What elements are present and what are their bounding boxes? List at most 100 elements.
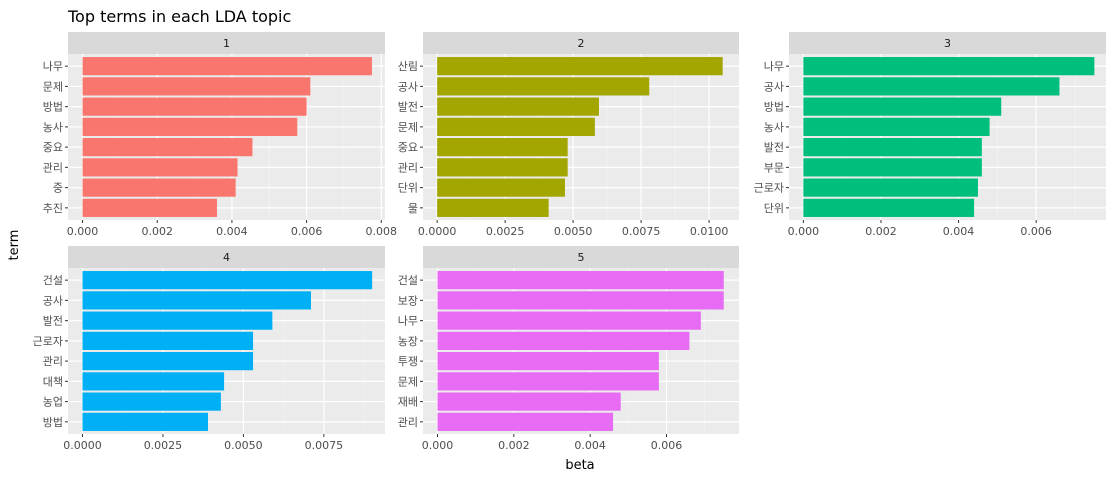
bar-나무 [437, 311, 701, 330]
y-tick-label: 중 [53, 182, 63, 195]
x-tick-label: 0.002 [865, 225, 897, 238]
y-tick-label: 문제 [43, 80, 63, 93]
facet-strip [789, 32, 1106, 54]
y-tick-label: 관리 [398, 161, 418, 174]
y-tick-label: 발전 [43, 315, 63, 328]
x-tick-label: 0.0025 [144, 439, 183, 452]
x-tick-label: 0.0000 [418, 225, 457, 238]
bar-방법 [803, 97, 1002, 116]
x-tick-label: 0.004 [574, 439, 606, 452]
bar-공사 [82, 291, 311, 310]
y-tick-label: 보장 [398, 294, 418, 307]
bar-나무 [803, 57, 1095, 76]
y-tick-label: 방법 [43, 416, 63, 429]
y-tick-label: 공사 [43, 294, 63, 307]
y-tick-label: 나무 [764, 60, 784, 73]
y-tick-label: 농사 [764, 121, 784, 134]
x-tick-label: 0.008 [366, 225, 398, 238]
facet-strip [68, 32, 385, 54]
x-axis-title: beta [565, 458, 594, 473]
bar-농업 [82, 392, 221, 411]
bar-발전 [803, 138, 982, 157]
y-tick-label: 공사 [764, 80, 784, 93]
y-tick-label: 나무 [398, 315, 418, 328]
facet-strip [423, 246, 739, 268]
x-tick-label: 0.006 [291, 225, 323, 238]
facet-strip-label: 2 [578, 37, 585, 50]
bar-추진 [82, 198, 217, 217]
y-tick-label: 관리 [398, 416, 418, 429]
y-tick-label: 물 [408, 202, 418, 215]
x-tick-label: 0.004 [216, 225, 248, 238]
y-tick-label: 건설 [398, 274, 418, 287]
y-tick-label: 관리 [43, 355, 63, 368]
y-tick-label: 부문 [764, 161, 784, 174]
facet-strip-label: 5 [578, 251, 585, 264]
y-tick-label: 농사 [43, 121, 63, 134]
y-tick-label: 근로자 [754, 182, 784, 195]
y-tick-label: 나무 [43, 60, 63, 73]
facet-strip-label: 3 [944, 37, 951, 50]
y-tick-label: 건설 [43, 274, 63, 287]
bar-공사 [803, 77, 1060, 96]
y-tick-label: 관리 [43, 161, 63, 174]
y-tick-label: 방법 [764, 101, 784, 114]
x-tick-label: 0.006 [651, 439, 683, 452]
bar-중 [82, 178, 236, 197]
x-tick-label: 0.0025 [486, 225, 525, 238]
x-tick-label: 0.002 [498, 439, 530, 452]
bar-방법 [82, 412, 208, 431]
y-axis-title: term [7, 230, 22, 261]
bar-단위 [803, 198, 975, 217]
y-tick-label: 산림 [398, 60, 418, 73]
facet-strip-label: 4 [223, 251, 230, 264]
y-tick-label: 발전 [764, 141, 784, 154]
bar-농사 [82, 117, 298, 136]
x-tick-label: 0.0075 [622, 225, 661, 238]
bar-산림 [437, 57, 723, 76]
bar-보장 [437, 291, 724, 310]
y-tick-label: 투쟁 [398, 355, 418, 368]
bar-관리 [82, 352, 254, 371]
bar-건설 [437, 271, 724, 290]
y-tick-label: 발전 [398, 101, 418, 114]
y-tick-label: 문제 [398, 121, 418, 134]
y-tick-label: 중요 [398, 141, 418, 154]
facet-strip [68, 246, 385, 268]
bar-발전 [82, 311, 273, 330]
bar-관리 [437, 158, 568, 177]
bar-대책 [82, 372, 225, 391]
bar-부문 [803, 158, 982, 177]
y-tick-label: 중요 [43, 141, 63, 154]
bar-문제 [82, 77, 311, 96]
facet-strip-label: 1 [223, 37, 230, 50]
x-tick-label: 0.000 [67, 225, 99, 238]
bar-물 [437, 198, 549, 217]
y-tick-label: 농업 [43, 396, 63, 409]
x-tick-label: 0.002 [141, 225, 173, 238]
chart-title: Top terms in each LDA topic [67, 7, 291, 26]
x-tick-label: 0.0050 [554, 225, 593, 238]
y-tick-label: 재배 [398, 396, 418, 409]
x-tick-label: 0.0075 [305, 439, 344, 452]
y-tick-label: 공사 [398, 80, 418, 93]
y-tick-label: 방법 [43, 101, 63, 114]
bar-관리 [437, 412, 614, 431]
bar-단위 [437, 178, 565, 197]
bar-중요 [437, 138, 568, 157]
y-tick-label: 문제 [398, 375, 418, 388]
y-tick-label: 단위 [398, 182, 418, 195]
x-tick-label: 0.004 [943, 225, 975, 238]
y-tick-label: 추진 [43, 202, 63, 215]
bar-농장 [437, 331, 690, 350]
y-tick-label: 대책 [43, 375, 63, 388]
bar-방법 [82, 97, 307, 116]
x-tick-label: 0.000 [422, 439, 454, 452]
